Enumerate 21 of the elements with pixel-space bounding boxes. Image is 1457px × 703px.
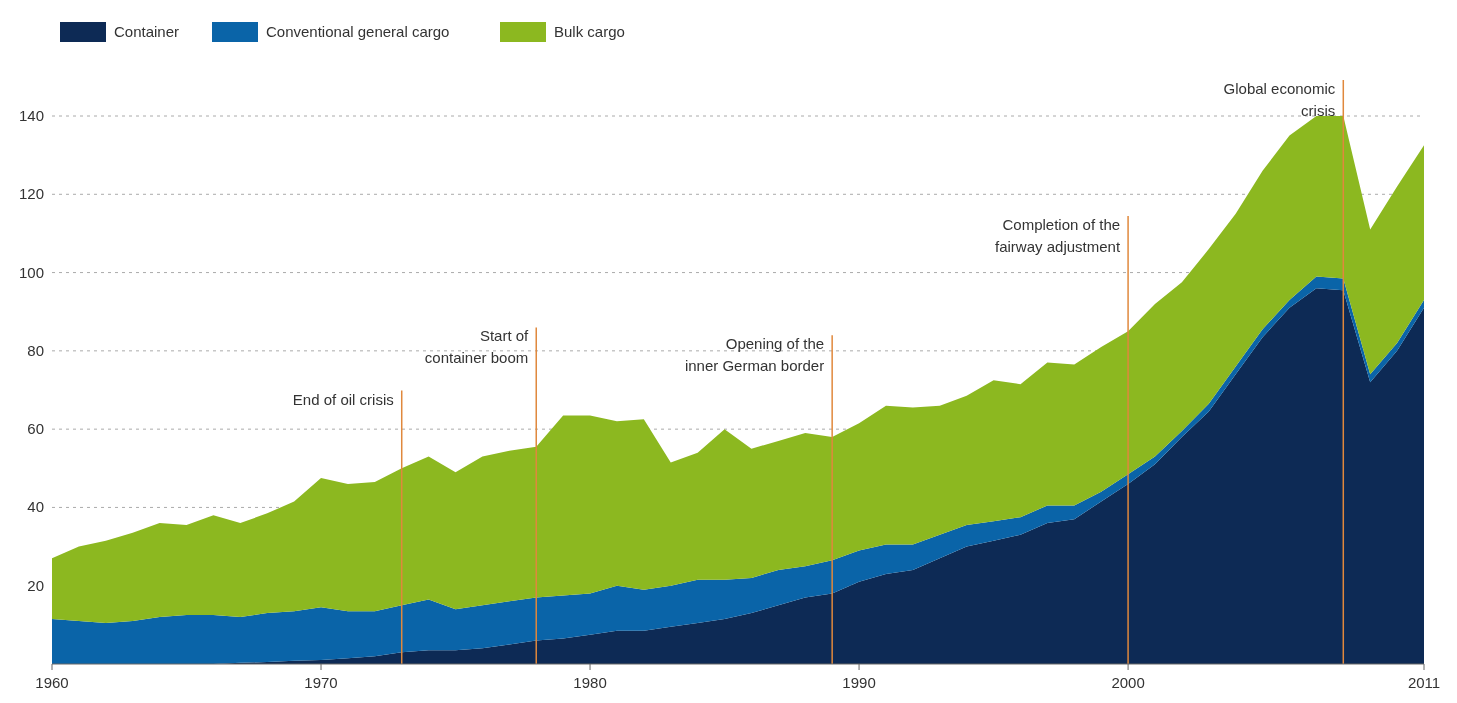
- x-tick-label: 2000: [1111, 674, 1145, 691]
- legend-label: Container: [114, 23, 180, 40]
- x-tick-label: 1980: [573, 674, 607, 691]
- legend-label: Bulk cargo: [554, 23, 625, 40]
- ref-line-label: Global economic crisis: [1223, 80, 1336, 119]
- ref-line-label: Completion of the fairway adjustment: [995, 215, 1121, 255]
- y-tick-label: 80: [27, 341, 44, 359]
- y-tick-label: 140: [18, 107, 44, 124]
- ref-line-label: Start of container boom: [424, 327, 530, 367]
- x-tick-label: 1960: [35, 674, 69, 691]
- y-tick-label: 120: [18, 185, 44, 203]
- x-tick-label: 1970: [304, 674, 338, 691]
- legend-label: Conventional general cargo: [266, 23, 450, 40]
- y-tick-label: 40: [27, 498, 44, 516]
- x-tick-label: 1990: [842, 674, 876, 691]
- y-tick-label: 60: [27, 420, 44, 438]
- y-tick-label: 100: [18, 263, 44, 281]
- x-tick-label: 2011: [1407, 674, 1441, 691]
- ref-line-label: End of oil crisis: [292, 390, 394, 408]
- ref-line-label: Opening of the inner German border: [684, 335, 825, 375]
- y-tick-label: 20: [27, 576, 44, 594]
